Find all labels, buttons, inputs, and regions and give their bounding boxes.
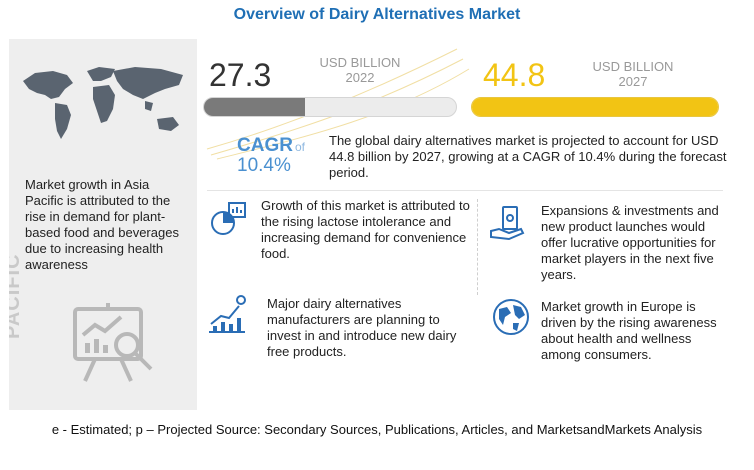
market-summary: The global dairy alternatives market is … <box>329 133 727 180</box>
insight-1-text: Growth of this market is attributed to t… <box>261 198 470 261</box>
market-value-2027: 44.8 <box>483 57 546 93</box>
insight-4-text: Market growth in Europe is driven by the… <box>541 299 717 362</box>
left-panel: Market growth in Asia Pacific is attribu… <box>9 39 197 410</box>
column-divider <box>477 199 478 295</box>
asia-pacific-description: Market growth in Asia Pacific is attribu… <box>25 177 179 272</box>
market-value-2022: 27.3 <box>209 57 272 93</box>
region-label: ASIA PACIFIC <box>9 253 24 339</box>
cagr-of: of <box>295 140 306 154</box>
insight-3-text: Major dairy alternatives manufacturers a… <box>267 296 457 359</box>
bar-2027 <box>471 97 719 117</box>
globe-icon <box>493 299 529 335</box>
presentation-board-icon <box>73 303 153 382</box>
unit-2027: USD BILLION 2027 <box>592 59 674 89</box>
bar-2022-fill <box>204 98 305 116</box>
investment-hand-icon <box>490 206 525 241</box>
unit-2022: USD BILLION 2022 <box>319 55 401 85</box>
cagr-label: CAGR <box>237 135 293 156</box>
growth-bars-icon <box>209 295 246 333</box>
insight-2-text: Expansions & investments and new product… <box>541 203 719 282</box>
page-title: Overview of Dairy Alternatives Market <box>233 6 521 23</box>
content-panel: 27.3 USD BILLION 2022 44.8 USD BILLION 2… <box>197 39 741 410</box>
world-map-icon <box>23 67 183 139</box>
source-footnote: e - Estimated; p – Projected Source: Sec… <box>51 422 703 437</box>
divider <box>207 190 723 191</box>
lactose-chart-icon <box>211 202 246 235</box>
cagr-value: 10.4% <box>237 155 291 176</box>
bar-2027-fill <box>472 98 718 116</box>
bar-2022 <box>203 97 457 117</box>
